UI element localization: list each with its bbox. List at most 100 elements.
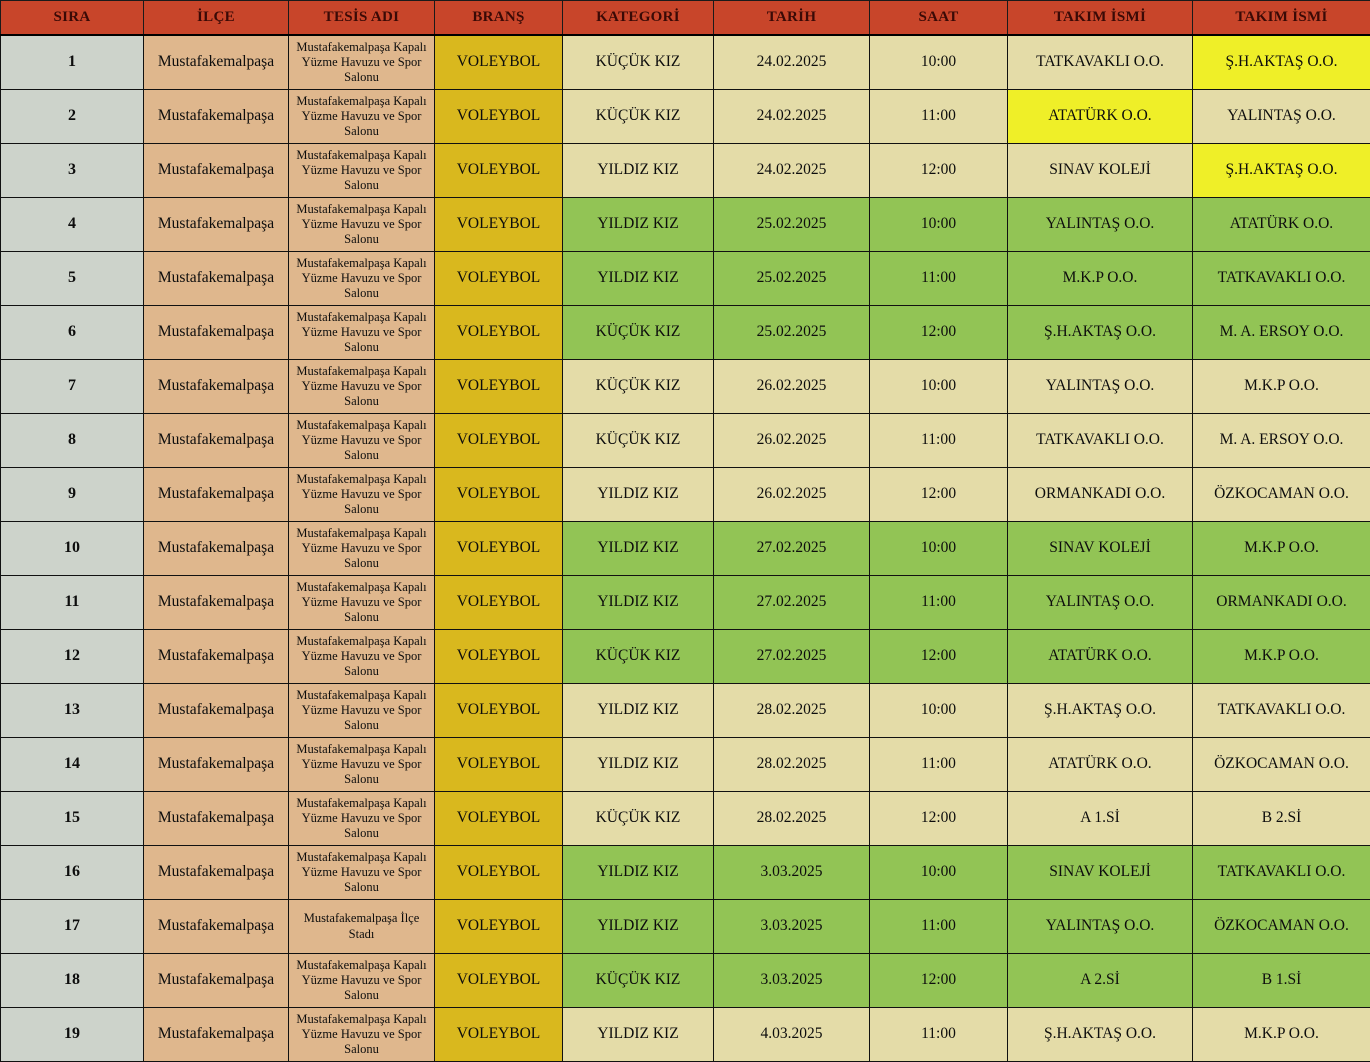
cell-kategori[interactable]: KÜÇÜK KIZ: [563, 414, 714, 468]
cell-brans[interactable]: VOLEYBOL: [435, 576, 563, 630]
cell-brans[interactable]: VOLEYBOL: [435, 792, 563, 846]
cell-takim2[interactable]: M. A. ERSOY O.O.: [1193, 414, 1370, 468]
cell-takim2[interactable]: Ş.H.AKTAŞ O.O.: [1193, 35, 1370, 90]
cell-saat[interactable]: 12:00: [870, 954, 1008, 1008]
cell-tesis[interactable]: Mustafakemalpaşa Kapalı Yüzme Havuzu ve …: [289, 198, 435, 252]
cell-brans[interactable]: VOLEYBOL: [435, 252, 563, 306]
cell-ilce[interactable]: Mustafakemalpaşa: [144, 414, 289, 468]
column-header-saat[interactable]: SAAT: [870, 1, 1008, 36]
cell-kategori[interactable]: KÜÇÜK KIZ: [563, 792, 714, 846]
cell-sira[interactable]: 19: [1, 1008, 144, 1062]
cell-tesis[interactable]: Mustafakemalpaşa Kapalı Yüzme Havuzu ve …: [289, 630, 435, 684]
cell-takim1[interactable]: ATATÜRK O.O.: [1008, 738, 1193, 792]
cell-kategori[interactable]: YILDIZ KIZ: [563, 198, 714, 252]
cell-tesis[interactable]: Mustafakemalpaşa Kapalı Yüzme Havuzu ve …: [289, 468, 435, 522]
cell-brans[interactable]: VOLEYBOL: [435, 900, 563, 954]
cell-brans[interactable]: VOLEYBOL: [435, 522, 563, 576]
cell-tarih[interactable]: 3.03.2025: [714, 846, 870, 900]
cell-takim1[interactable]: TATKAVAKLI O.O.: [1008, 35, 1193, 90]
cell-saat[interactable]: 11:00: [870, 252, 1008, 306]
cell-takim2[interactable]: ÖZKOCAMAN O.O.: [1193, 900, 1370, 954]
cell-tesis[interactable]: Mustafakemalpaşa Kapalı Yüzme Havuzu ve …: [289, 738, 435, 792]
cell-tarih[interactable]: 24.02.2025: [714, 35, 870, 90]
cell-tarih[interactable]: 26.02.2025: [714, 360, 870, 414]
cell-takim2[interactable]: M.K.P O.O.: [1193, 1008, 1370, 1062]
cell-saat[interactable]: 11:00: [870, 90, 1008, 144]
cell-brans[interactable]: VOLEYBOL: [435, 198, 563, 252]
cell-takim1[interactable]: SINAV KOLEJİ: [1008, 522, 1193, 576]
cell-sira[interactable]: 5: [1, 252, 144, 306]
cell-kategori[interactable]: YILDIZ KIZ: [563, 468, 714, 522]
cell-brans[interactable]: VOLEYBOL: [435, 954, 563, 1008]
cell-tarih[interactable]: 28.02.2025: [714, 684, 870, 738]
cell-brans[interactable]: VOLEYBOL: [435, 846, 563, 900]
column-header-tesis[interactable]: TESİS ADI: [289, 1, 435, 36]
cell-sira[interactable]: 15: [1, 792, 144, 846]
cell-brans[interactable]: VOLEYBOL: [435, 1008, 563, 1062]
cell-tesis[interactable]: Mustafakemalpaşa Kapalı Yüzme Havuzu ve …: [289, 306, 435, 360]
cell-tesis[interactable]: Mustafakemalpaşa Kapalı Yüzme Havuzu ve …: [289, 576, 435, 630]
cell-sira[interactable]: 11: [1, 576, 144, 630]
cell-saat[interactable]: 12:00: [870, 306, 1008, 360]
cell-sira[interactable]: 1: [1, 35, 144, 90]
cell-takim2[interactable]: Ş.H.AKTAŞ O.O.: [1193, 144, 1370, 198]
cell-brans[interactable]: VOLEYBOL: [435, 360, 563, 414]
cell-sira[interactable]: 4: [1, 198, 144, 252]
cell-takim1[interactable]: YALINTAŞ O.O.: [1008, 900, 1193, 954]
cell-sira[interactable]: 18: [1, 954, 144, 1008]
cell-saat[interactable]: 12:00: [870, 468, 1008, 522]
cell-ilce[interactable]: Mustafakemalpaşa: [144, 630, 289, 684]
cell-tesis[interactable]: Mustafakemalpaşa Kapalı Yüzme Havuzu ve …: [289, 35, 435, 90]
cell-kategori[interactable]: YILDIZ KIZ: [563, 252, 714, 306]
cell-sira[interactable]: 17: [1, 900, 144, 954]
cell-kategori[interactable]: YILDIZ KIZ: [563, 144, 714, 198]
cell-takim2[interactable]: B 1.Sİ: [1193, 954, 1370, 1008]
cell-takim1[interactable]: Ş.H.AKTAŞ O.O.: [1008, 306, 1193, 360]
cell-sira[interactable]: 2: [1, 90, 144, 144]
cell-tesis[interactable]: Mustafakemalpaşa Kapalı Yüzme Havuzu ve …: [289, 1008, 435, 1062]
cell-takim1[interactable]: TATKAVAKLI O.O.: [1008, 414, 1193, 468]
cell-sira[interactable]: 9: [1, 468, 144, 522]
cell-ilce[interactable]: Mustafakemalpaşa: [144, 684, 289, 738]
column-header-takim2[interactable]: TAKIM İSMİ: [1193, 1, 1370, 36]
cell-kategori[interactable]: KÜÇÜK KIZ: [563, 35, 714, 90]
column-header-tarih[interactable]: TARİH: [714, 1, 870, 36]
cell-sira[interactable]: 12: [1, 630, 144, 684]
cell-sira[interactable]: 3: [1, 144, 144, 198]
cell-ilce[interactable]: Mustafakemalpaşa: [144, 738, 289, 792]
cell-saat[interactable]: 11:00: [870, 1008, 1008, 1062]
cell-brans[interactable]: VOLEYBOL: [435, 684, 563, 738]
cell-tarih[interactable]: 4.03.2025: [714, 1008, 870, 1062]
cell-tarih[interactable]: 25.02.2025: [714, 198, 870, 252]
cell-ilce[interactable]: Mustafakemalpaşa: [144, 468, 289, 522]
cell-brans[interactable]: VOLEYBOL: [435, 90, 563, 144]
cell-takim2[interactable]: M.K.P O.O.: [1193, 360, 1370, 414]
cell-ilce[interactable]: Mustafakemalpaşa: [144, 198, 289, 252]
cell-tesis[interactable]: Mustafakemalpaşa Kapalı Yüzme Havuzu ve …: [289, 846, 435, 900]
cell-tesis[interactable]: Mustafakemalpaşa Kapalı Yüzme Havuzu ve …: [289, 144, 435, 198]
cell-takim2[interactable]: TATKAVAKLI O.O.: [1193, 252, 1370, 306]
cell-tarih[interactable]: 25.02.2025: [714, 252, 870, 306]
cell-sira[interactable]: 10: [1, 522, 144, 576]
cell-takim2[interactable]: ATATÜRK O.O.: [1193, 198, 1370, 252]
cell-brans[interactable]: VOLEYBOL: [435, 35, 563, 90]
column-header-kategori[interactable]: KATEGORİ: [563, 1, 714, 36]
cell-takim1[interactable]: Ş.H.AKTAŞ O.O.: [1008, 684, 1193, 738]
cell-ilce[interactable]: Mustafakemalpaşa: [144, 360, 289, 414]
cell-saat[interactable]: 10:00: [870, 198, 1008, 252]
cell-brans[interactable]: VOLEYBOL: [435, 414, 563, 468]
cell-tesis[interactable]: Mustafakemalpaşa Kapalı Yüzme Havuzu ve …: [289, 414, 435, 468]
cell-tesis[interactable]: Mustafakemalpaşa Kapalı Yüzme Havuzu ve …: [289, 522, 435, 576]
cell-sira[interactable]: 14: [1, 738, 144, 792]
cell-takim1[interactable]: M.K.P O.O.: [1008, 252, 1193, 306]
cell-takim2[interactable]: ÖZKOCAMAN O.O.: [1193, 468, 1370, 522]
cell-sira[interactable]: 8: [1, 414, 144, 468]
cell-ilce[interactable]: Mustafakemalpaşa: [144, 900, 289, 954]
